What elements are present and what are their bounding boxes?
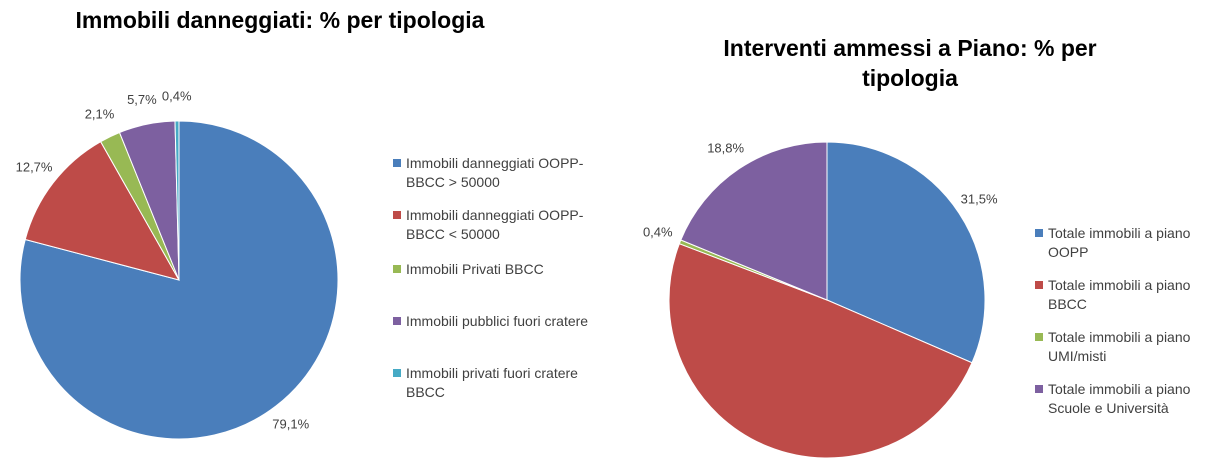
legend-label: Immobili privati fuori cratere BBCC [406,365,578,400]
data-label: 31,5% [961,192,998,207]
data-label: 5,7% [127,92,157,107]
legend-label: Totale immobili a piano BBCC [1048,277,1191,312]
chart-title: Immobili danneggiati: % per tipologia [75,7,485,33]
pie-slice [174,120,180,281]
legend-swatch [1035,281,1043,289]
legend-label: Immobili danneggiati OOPP-BBCC < 50000 [406,207,584,242]
legend-swatch [1035,333,1043,341]
pie-slice [826,141,986,364]
legend-swatch [1035,385,1043,393]
legend-label: Immobili danneggiati OOPP-BBCC > 50000 [406,155,584,190]
legend-item: Totale immobili a piano OOPP [1035,224,1223,262]
legend-swatch [393,159,401,167]
legend-swatch [393,317,401,325]
data-label: 0,4% [643,224,673,239]
legend-swatch [393,211,401,219]
legend-item: Immobili privati fuori cratere BBCC [393,364,596,402]
legend-item: Totale immobili a piano Scuole e Univers… [1035,380,1223,418]
legend-item: Totale immobili a piano BBCC [1035,276,1223,314]
legend-label: Immobili pubblici fuori cratere [406,313,589,329]
pie-slice [24,140,181,281]
data-label: 18,8% [707,140,744,155]
pie-slice [668,243,973,459]
legend-label: Totale immobili a piano UMI/misti [1048,329,1191,364]
legend-label: Totale immobili a piano OOPP [1048,225,1191,260]
data-label: 2,1% [85,107,115,122]
legend-label: Totale immobili a piano Scuole e Univers… [1048,381,1191,416]
legend-item: Immobili Privati BBCC [393,260,596,279]
data-label: 0,4% [162,88,192,103]
legend-item: Immobili danneggiati OOPP-BBCC < 50000 [393,206,596,244]
legend-swatch [1035,229,1043,237]
legend-item: Immobili pubblici fuori cratere [393,312,596,331]
legend-item: Immobili danneggiati OOPP-BBCC > 50000 [393,154,596,192]
data-label: 12,7% [16,160,53,175]
legend-swatch [393,369,401,377]
chart-title: Interventi ammessi a Piano: % per tipolo… [723,35,1097,91]
data-label: 79,1% [272,416,309,431]
legend-label: Immobili Privati BBCC [406,261,544,277]
pie-slice [680,141,828,301]
legend-swatch [393,265,401,273]
legend-item: Totale immobili a piano UMI/misti [1035,328,1223,366]
